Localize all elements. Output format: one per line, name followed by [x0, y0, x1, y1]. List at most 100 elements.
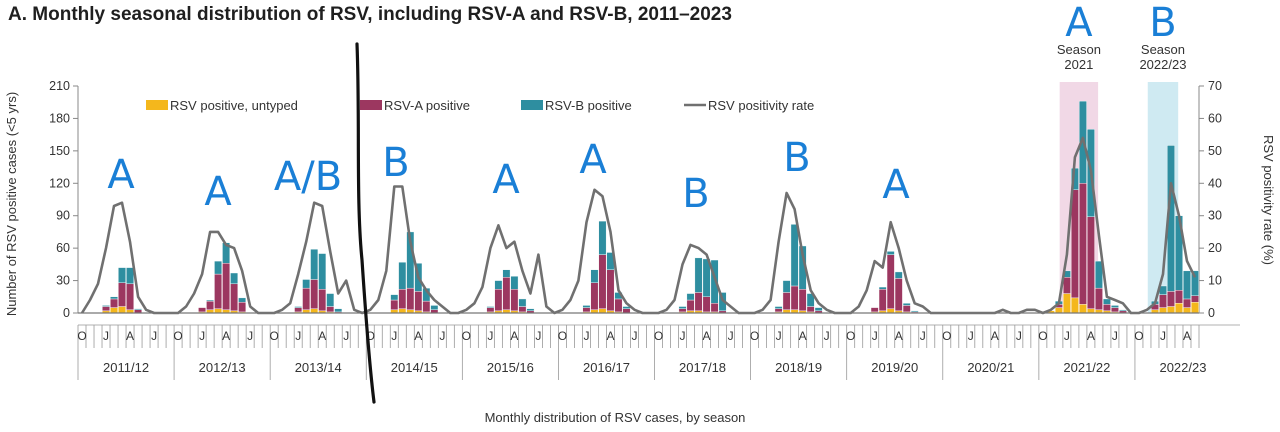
month-label: O — [750, 329, 759, 343]
bar-segment — [614, 298, 623, 313]
bar-segment — [902, 305, 911, 313]
bar-segment — [790, 224, 799, 287]
season-label: 2014/15 — [391, 360, 438, 375]
month-label: A — [703, 329, 711, 343]
bar-segment — [678, 308, 687, 313]
month-label: O — [942, 329, 951, 343]
bar-segment — [1087, 216, 1095, 309]
bar-segment — [230, 283, 239, 312]
bar-segment — [1079, 304, 1087, 314]
bar-segment — [790, 285, 799, 310]
bar-segment — [230, 272, 239, 285]
bar-segment — [414, 291, 423, 312]
bar-segment — [886, 254, 895, 309]
month-label: J — [151, 329, 157, 343]
season-label: 2017/18 — [679, 360, 726, 375]
bar-segment — [118, 282, 126, 307]
month-label: O — [654, 329, 663, 343]
bar-segment — [1183, 270, 1191, 300]
bar-segment — [1119, 309, 1127, 312]
month-label: J — [247, 329, 253, 343]
bar-segment — [238, 297, 247, 303]
month-label: J — [199, 329, 205, 343]
bar-segment — [1071, 297, 1079, 314]
bar-segment — [198, 307, 206, 313]
y2-tick-label: 20 — [1208, 241, 1222, 255]
y2-tick-label: 50 — [1208, 144, 1222, 158]
y-axis-title: Number of RSV positive cases (<5 yrs) — [4, 92, 19, 316]
bar-segment — [214, 308, 223, 314]
month-label: A — [1183, 329, 1191, 343]
y-tick-label: 120 — [49, 176, 70, 190]
y-tick-label: 90 — [56, 209, 70, 223]
bar-segment — [486, 307, 495, 313]
bar-segment — [1175, 303, 1183, 314]
bar-segment — [1167, 306, 1175, 314]
bar-segment — [686, 299, 695, 312]
month-label: A — [222, 329, 230, 343]
bar-segment — [422, 300, 431, 313]
y2-tick-label: 60 — [1208, 111, 1222, 125]
bar-segment — [694, 257, 703, 293]
bar-segment — [110, 307, 118, 314]
bar-segment — [894, 271, 903, 279]
bar-segment — [870, 307, 879, 313]
month-label: J — [728, 329, 734, 343]
bar-segment — [214, 260, 223, 275]
bar-segment — [118, 267, 126, 283]
bar-segment — [590, 282, 599, 310]
month-label: A — [510, 329, 518, 343]
bar-segment — [238, 301, 247, 313]
bar-segment — [582, 305, 591, 308]
bar-segment — [118, 306, 126, 314]
legend-label: RSV positive, untyped — [170, 98, 298, 113]
bar-segment — [878, 289, 887, 312]
month-label: O — [77, 329, 86, 343]
season-label: 2020/21 — [967, 360, 1014, 375]
bar-segment — [1111, 305, 1119, 308]
annotation-label: B — [382, 140, 409, 186]
bar-segment — [1183, 298, 1191, 308]
bar-segment — [110, 298, 118, 308]
annotation-label: B — [783, 135, 810, 181]
bar-segment — [774, 306, 783, 309]
bar-segment — [1191, 301, 1199, 314]
bar-segment — [494, 280, 503, 290]
month-label: O — [462, 329, 471, 343]
y2-tick-label: 40 — [1208, 176, 1222, 190]
y-tick-label: 210 — [49, 79, 70, 93]
bar-segment — [398, 308, 407, 314]
bar-segment — [134, 308, 142, 310]
bar-segment — [398, 261, 407, 290]
bar-segment — [502, 269, 511, 278]
season-label: 2021/22 — [1063, 360, 1110, 375]
annotation-label: A — [107, 152, 135, 198]
bar-segment — [1159, 294, 1167, 308]
bar-segment — [1103, 298, 1111, 305]
month-label: J — [1112, 329, 1118, 343]
month-label: J — [824, 329, 830, 343]
annotation-label: A — [579, 137, 607, 183]
month-label: J — [968, 329, 974, 343]
bar-segment — [510, 276, 519, 290]
bar-segment — [798, 289, 807, 312]
bar-segment — [1111, 307, 1119, 313]
month-label: J — [295, 329, 301, 343]
chart-title: A. Monthly seasonal distribution of RSV,… — [8, 4, 732, 25]
month-label: J — [680, 329, 686, 343]
month-label: O — [1134, 329, 1143, 343]
marker-line — [355, 42, 376, 404]
month-label: A — [1087, 329, 1095, 343]
season-label: 2018/19 — [775, 360, 822, 375]
bar-segment — [110, 296, 118, 300]
bar-series — [102, 100, 1199, 314]
month-label: O — [846, 329, 855, 343]
bar-segment — [310, 249, 319, 280]
y-tick-label: 60 — [56, 241, 70, 255]
bar-segment — [326, 306, 335, 313]
season-label: 2012/13 — [199, 360, 246, 375]
bar-segment — [390, 294, 399, 301]
bar-segment — [406, 287, 415, 310]
bar-segment — [814, 307, 823, 312]
month-label: J — [343, 329, 349, 343]
